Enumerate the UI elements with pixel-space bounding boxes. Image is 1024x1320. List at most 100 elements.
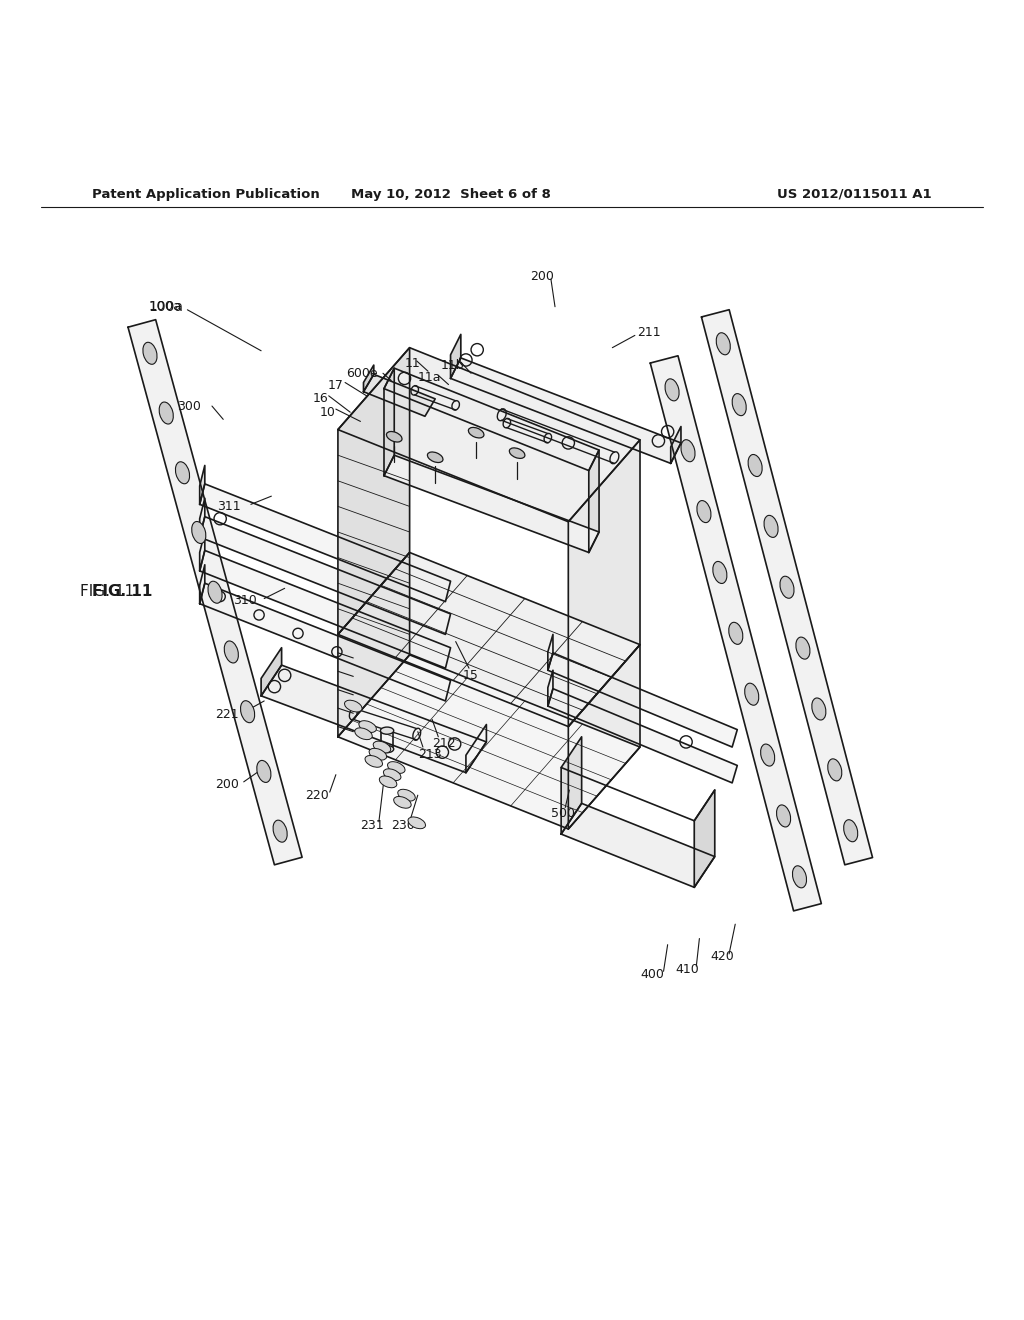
Ellipse shape [380, 727, 393, 734]
Ellipse shape [744, 684, 759, 705]
Ellipse shape [681, 440, 695, 462]
Text: 11a: 11a [418, 371, 441, 384]
Ellipse shape [273, 820, 287, 842]
Text: 410: 410 [676, 962, 699, 975]
Polygon shape [364, 375, 435, 416]
Ellipse shape [713, 561, 727, 583]
Ellipse shape [257, 760, 271, 783]
Ellipse shape [427, 451, 443, 462]
Ellipse shape [373, 741, 391, 752]
Ellipse shape [749, 454, 762, 477]
Polygon shape [568, 644, 640, 829]
Polygon shape [701, 310, 872, 865]
Ellipse shape [208, 581, 222, 603]
Text: US 2012/0115011 A1: US 2012/0115011 A1 [777, 187, 932, 201]
Text: 400: 400 [640, 968, 664, 981]
Polygon shape [261, 648, 282, 696]
Text: 17: 17 [328, 379, 344, 392]
Polygon shape [338, 553, 410, 737]
Polygon shape [338, 347, 640, 521]
Polygon shape [128, 319, 302, 865]
Polygon shape [589, 450, 599, 553]
Text: FIG. 11: FIG. 11 [80, 583, 134, 599]
Text: 311: 311 [217, 500, 241, 513]
Polygon shape [548, 689, 737, 783]
Ellipse shape [383, 768, 401, 780]
Ellipse shape [386, 432, 402, 442]
Ellipse shape [224, 642, 239, 663]
Polygon shape [561, 737, 582, 834]
Ellipse shape [241, 701, 255, 723]
Polygon shape [200, 565, 205, 603]
Polygon shape [200, 532, 205, 572]
Polygon shape [338, 347, 410, 635]
Ellipse shape [780, 577, 794, 598]
Text: 200: 200 [530, 269, 554, 282]
Ellipse shape [143, 342, 157, 364]
Text: 211: 211 [637, 326, 660, 339]
Polygon shape [384, 368, 394, 475]
Text: 10: 10 [319, 405, 336, 418]
Polygon shape [650, 356, 821, 911]
Polygon shape [338, 553, 640, 726]
Ellipse shape [358, 721, 377, 733]
Ellipse shape [764, 515, 778, 537]
Polygon shape [384, 368, 599, 470]
Ellipse shape [796, 638, 810, 659]
Ellipse shape [354, 727, 373, 739]
Ellipse shape [159, 403, 173, 424]
Text: Patent Application Publication: Patent Application Publication [92, 187, 319, 201]
Polygon shape [548, 635, 553, 671]
Text: 16: 16 [312, 392, 328, 405]
Text: 213: 213 [418, 747, 441, 760]
Text: 100a: 100a [148, 300, 183, 314]
Text: 11b: 11b [440, 359, 464, 372]
Ellipse shape [369, 748, 387, 760]
Ellipse shape [344, 700, 362, 711]
Polygon shape [384, 455, 599, 553]
Ellipse shape [812, 698, 826, 719]
Ellipse shape [393, 796, 412, 808]
Polygon shape [200, 466, 205, 504]
Polygon shape [261, 665, 486, 772]
Text: 15: 15 [463, 669, 479, 682]
Polygon shape [451, 334, 461, 379]
Ellipse shape [365, 755, 383, 767]
Ellipse shape [509, 447, 525, 458]
Ellipse shape [379, 776, 397, 788]
Text: 420: 420 [711, 950, 734, 964]
Polygon shape [364, 366, 374, 392]
Text: 212: 212 [432, 738, 456, 751]
Text: May 10, 2012  Sheet 6 of 8: May 10, 2012 Sheet 6 of 8 [350, 187, 551, 201]
Ellipse shape [380, 746, 393, 752]
Text: 100a: 100a [148, 300, 182, 313]
Polygon shape [200, 516, 451, 635]
Text: 300: 300 [177, 400, 201, 413]
Polygon shape [561, 804, 715, 887]
Text: 220: 220 [305, 788, 329, 801]
Polygon shape [568, 440, 640, 726]
Ellipse shape [732, 393, 746, 416]
Polygon shape [466, 725, 486, 772]
Ellipse shape [697, 500, 711, 523]
Polygon shape [338, 655, 640, 829]
Polygon shape [451, 358, 681, 463]
Polygon shape [671, 426, 681, 463]
Text: 200: 200 [215, 779, 239, 792]
Ellipse shape [776, 805, 791, 826]
Text: 310: 310 [233, 594, 257, 607]
Ellipse shape [716, 333, 730, 355]
Ellipse shape [175, 462, 189, 483]
Ellipse shape [468, 428, 484, 438]
Ellipse shape [665, 379, 679, 401]
Polygon shape [200, 583, 451, 701]
Ellipse shape [729, 622, 742, 644]
Ellipse shape [191, 521, 206, 544]
Polygon shape [548, 653, 737, 747]
Polygon shape [548, 671, 553, 706]
Text: 11: 11 [404, 356, 420, 370]
Polygon shape [200, 484, 451, 602]
Ellipse shape [387, 762, 406, 774]
Ellipse shape [408, 817, 426, 829]
Ellipse shape [827, 759, 842, 781]
